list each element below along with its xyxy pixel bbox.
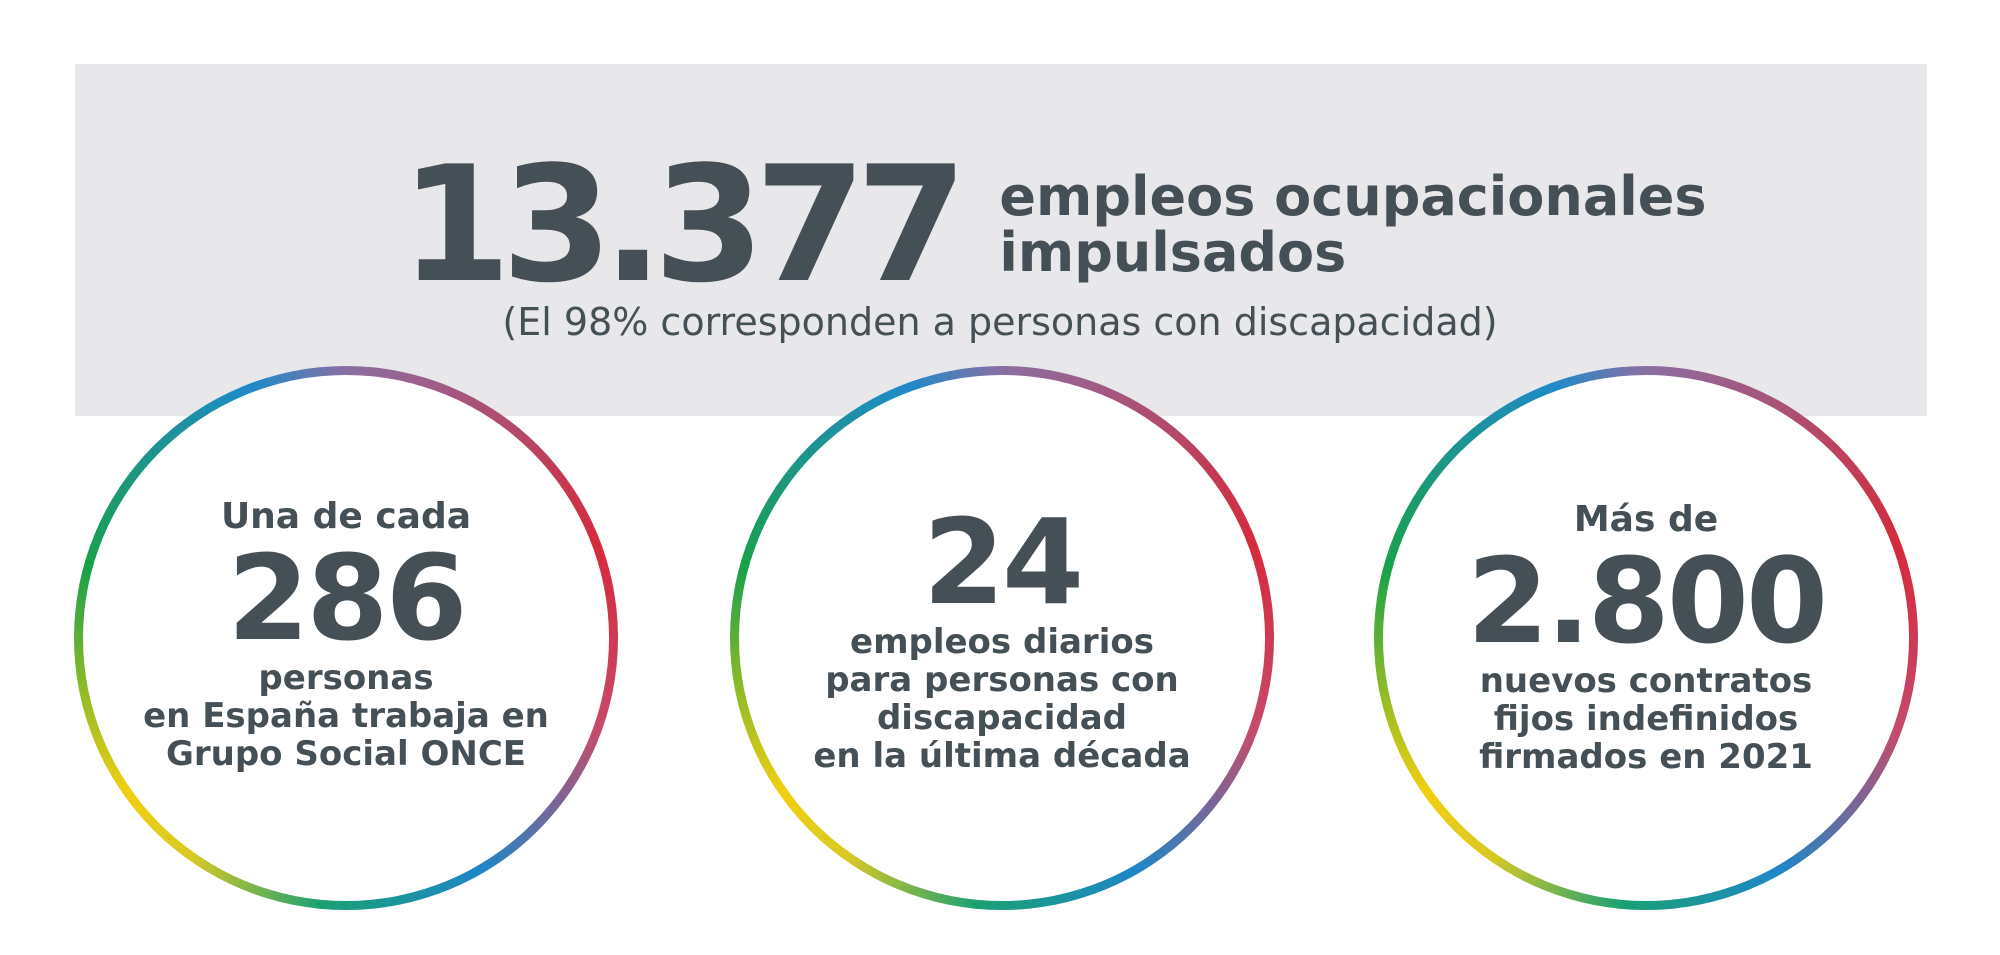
headline-banner bbox=[75, 64, 1927, 416]
headline-label-line-1: empleos ocupacionales bbox=[999, 165, 1707, 228]
stat-circle-2-caption: empleos diarios para personas con discap… bbox=[813, 623, 1190, 775]
stat-circle-1-caption-line: en España trabaja en bbox=[143, 696, 549, 736]
stat-circle-2-caption-line: para personas con bbox=[825, 660, 1179, 700]
stat-circle-2-caption-line: en la última década bbox=[813, 736, 1191, 776]
stat-circle-1-caption-line: personas bbox=[258, 658, 434, 698]
headline-subline: (El 98% corresponden a personas con disc… bbox=[502, 300, 1498, 344]
stat-circle-2-content: 24 empleos diarios para personas con dis… bbox=[739, 375, 1265, 901]
stat-circle-2-number: 24 bbox=[922, 493, 1084, 631]
stat-circle-3-caption-line: firmados en 2021 bbox=[1479, 737, 1813, 777]
stat-circle-3-caption: nuevos contratos fijos indefinidos firma… bbox=[1479, 662, 1813, 776]
headline: 13.377 empleos ocupacionales impulsados bbox=[400, 145, 1707, 305]
stat-circle-3-content: Más de 2.800 nuevos contratos fijos inde… bbox=[1383, 375, 1909, 901]
headline-label: empleos ocupacionales impulsados bbox=[999, 169, 1706, 281]
stat-circle-3: Más de 2.800 nuevos contratos fijos inde… bbox=[1374, 366, 1918, 910]
stat-circle-1-caption: personas en España trabaja en Grupo Soci… bbox=[143, 659, 549, 773]
stat-circle-1-prefix: Una de cada bbox=[220, 496, 472, 537]
stat-circle-2-caption-line: empleos diarios bbox=[850, 622, 1154, 662]
stat-circle-3-prefix: Más de bbox=[1573, 499, 1719, 540]
stat-circle-3-caption-line: fijos indefinidos bbox=[1493, 699, 1799, 739]
stat-circle-3-caption-line: nuevos contratos bbox=[1479, 661, 1813, 701]
stat-circle-1-content: Una de cada 286 personas en España traba… bbox=[83, 375, 609, 901]
stat-circle-1: Una de cada 286 personas en España traba… bbox=[74, 366, 618, 910]
stat-circle-1-caption-line: Grupo Social ONCE bbox=[165, 734, 527, 774]
stat-circle-1-number: 286 bbox=[227, 529, 467, 667]
headline-number: 13.377 bbox=[400, 131, 967, 318]
headline-label-line-2: impulsados bbox=[999, 221, 1347, 284]
stat-circle-3-number: 2.800 bbox=[1466, 532, 1828, 670]
stat-circle-2-caption-line: discapacidad bbox=[876, 698, 1128, 738]
stat-circle-2: 24 empleos diarios para personas con dis… bbox=[730, 366, 1274, 910]
